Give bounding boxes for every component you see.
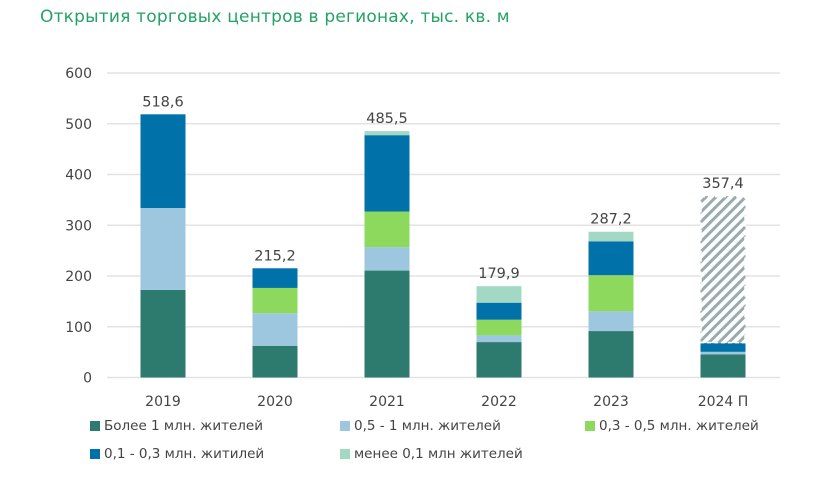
x-tick-label: 2020 [257,394,293,410]
bar-segment [700,351,746,355]
chart-title: Открытия торговых центров в регионах, ты… [40,7,510,27]
y-tick-label: 600 [65,66,92,82]
x-tick-label: 2021 [369,394,405,410]
x-tick-label: 2024 П [698,394,749,410]
y-tick-label: 400 [65,168,92,184]
data-label-total: 485,5 [366,111,408,127]
y-tick-label: 500 [65,117,92,133]
bar-segment [252,287,298,314]
data-label-total: 518,6 [142,94,184,110]
data-label-total: 357,4 [702,176,744,192]
forecast-outline [700,195,746,344]
bar-segment [700,343,746,352]
bar-segment [476,319,522,336]
legend-label: 0,5 - 1 млн. жителей [354,418,501,434]
legend-label: менее 0,1 млн жителей [354,446,523,462]
y-tick-label: 100 [65,320,92,336]
bar-segment [588,311,634,332]
legend-item: Более 1 млн. жителей [90,418,263,434]
legend-swatch [585,421,595,431]
y-tick-label: 0 [83,371,92,387]
legend-item: 0,3 - 0,5 млн. жителей [585,418,759,434]
bar-segment [588,231,634,242]
bar-segment [140,289,186,378]
bar-segment [364,135,410,212]
data-label-total: 215,2 [254,248,296,264]
legend-swatch [90,421,100,431]
bar-segment [140,114,186,208]
bar-segment [700,196,746,344]
bar-segment [476,286,522,303]
bar-segment [364,131,410,136]
legend-swatch [340,421,350,431]
bar-segment [588,275,634,312]
bar-segment [364,270,410,378]
y-tick-label: 200 [65,269,92,285]
y-tick-label: 300 [65,218,92,234]
bar-segment [140,207,186,290]
legend-label: 0,3 - 0,5 млн. жителей [599,418,759,434]
bar-segment [476,302,522,320]
legend-item: менее 0,1 млн жителей [340,446,523,462]
bar-segment [588,331,634,378]
legend-label: Более 1 млн. жителей [104,418,263,434]
legend-item: 0,1 - 0,3 млн. житилей [90,446,264,462]
legend-label: 0,1 - 0,3 млн. житилей [104,446,265,462]
x-tick-label: 2022 [481,394,517,410]
bar-segment [588,241,634,276]
data-label-total: 287,2 [590,212,632,228]
data-label-total: 179,9 [478,266,520,282]
bar-segment [476,335,522,343]
bar-segment [476,342,522,378]
legend-swatch [340,449,350,459]
x-tick-label: 2023 [593,394,629,410]
bar-segment [700,354,746,378]
legend-item: 0,5 - 1 млн. жителей [340,418,501,434]
x-tick-label: 2019 [145,394,181,410]
bar-segment [252,313,298,346]
bar-segment [364,247,410,271]
bar-segment [364,211,410,248]
legend-swatch [90,449,100,459]
bar-segment [252,268,298,288]
bar-segment [252,345,298,378]
